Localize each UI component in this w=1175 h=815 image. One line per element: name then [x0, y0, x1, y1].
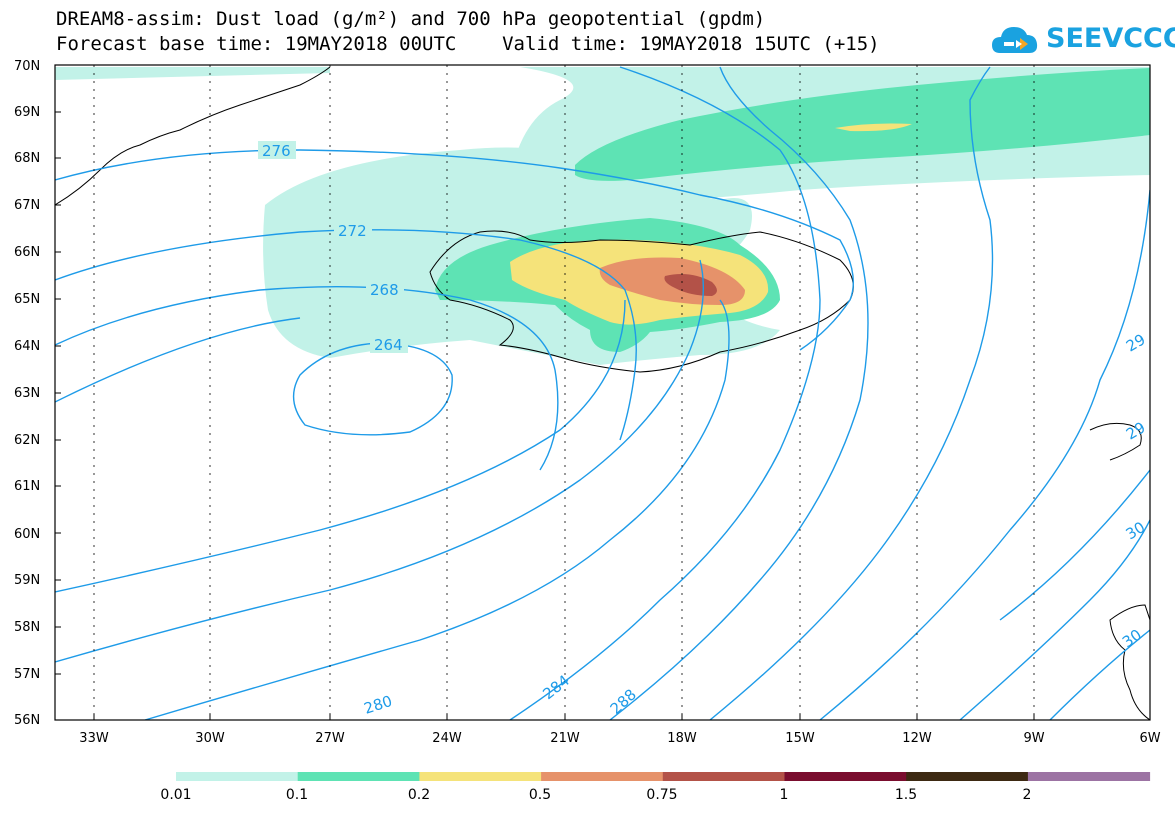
contour-label: 29 — [1123, 418, 1149, 443]
y-tick-label: 59N — [14, 573, 40, 588]
y-tick-label: 57N — [14, 667, 40, 682]
colorbar-label: 1.5 — [895, 787, 917, 803]
colorbar — [176, 772, 1151, 781]
graticule — [93, 65, 1035, 720]
colorbar-swatch — [1027, 772, 1151, 781]
contour-label: 280 — [362, 692, 395, 718]
coastline-faroe — [1089, 422, 1142, 461]
contour-label: 284 — [539, 671, 573, 703]
colorbar-swatch — [906, 772, 1029, 781]
colorbar-swatch — [176, 772, 299, 781]
dust-field-0.2-spot — [835, 123, 912, 132]
y-tick-label: 65N — [14, 292, 40, 307]
coastline-scotland — [1109, 604, 1150, 720]
contour-304 — [1049, 629, 1150, 720]
chart-title-line1: DREAM8-assim: Dust load (g/m²) and 700 h… — [56, 8, 766, 30]
x-tick-label: 15W — [785, 731, 815, 746]
x-tick-label: 12W — [902, 731, 932, 746]
y-tick-label: 69N — [14, 105, 40, 120]
logo-text: SEEVCCC — [1046, 23, 1175, 54]
x-tick-label: 9W — [1023, 731, 1044, 746]
x-axis: 33W 30W 27W 24W 21W 18W 15W 12W 9W 6W — [79, 714, 1161, 746]
x-tick-label: 27W — [315, 731, 345, 746]
contour-292 — [709, 66, 994, 720]
contour-label: 29 — [1123, 330, 1149, 355]
y-tick-label: 68N — [14, 151, 40, 166]
contour-288 — [609, 66, 869, 720]
contour-label: 30 — [1119, 626, 1145, 652]
y-axis: 70N 69N 68N 67N 66N 65N 64N 63N 62N 61N … — [14, 59, 61, 728]
colorbar-swatch — [419, 772, 542, 781]
contour-264 — [292, 342, 453, 436]
colorbar-labels: 0.01 0.1 0.2 0.5 0.75 1 1.5 2 — [160, 787, 1031, 803]
contour-c — [55, 259, 704, 663]
dust-field-0.1-band — [575, 68, 1150, 181]
x-tick-label: 18W — [667, 731, 697, 746]
dust-field-0.01-north — [55, 67, 330, 80]
colorbar-swatch — [784, 772, 907, 781]
colorbar-label: 0.1 — [286, 787, 308, 803]
x-tick-label: 21W — [550, 731, 580, 746]
colorbar-swatch — [297, 772, 420, 781]
colorbar-label: 0.75 — [646, 787, 677, 803]
x-tick-label: 24W — [432, 731, 462, 746]
colorbar-label: 1 — [780, 787, 789, 803]
contour-a — [55, 317, 301, 403]
chart-title-line2: Forecast base time: 19MAY2018 00UTC Vali… — [56, 33, 880, 55]
contour-label: 264 — [374, 336, 403, 354]
x-tick-label: 33W — [79, 731, 109, 746]
colorbar-swatch — [662, 772, 785, 781]
y-tick-label: 66N — [14, 245, 40, 260]
y-tick-label: 70N — [14, 59, 40, 74]
contour-300 — [959, 519, 1150, 720]
contour-272 — [55, 229, 637, 441]
y-tick-label: 62N — [14, 433, 40, 448]
y-tick-label: 60N — [14, 527, 40, 542]
contour-label: 276 — [262, 142, 291, 160]
y-tick-label: 61N — [14, 479, 40, 494]
coastline-iceland — [429, 230, 854, 373]
y-tick-label: 58N — [14, 620, 40, 635]
colorbar-label: 0.01 — [160, 787, 191, 803]
colorbar-label: 0.2 — [408, 787, 430, 803]
x-tick-label: 30W — [195, 731, 225, 746]
contour-296 — [819, 189, 1150, 720]
contour-edge-a — [999, 469, 1150, 621]
y-tick-label: 64N — [14, 339, 40, 354]
contour-284 — [509, 66, 821, 720]
coastline-greenland — [55, 66, 331, 206]
contour-label: 288 — [607, 685, 640, 718]
cloud-logo-icon — [992, 27, 1038, 53]
contour-label: 30 — [1123, 518, 1149, 543]
y-tick-label: 56N — [14, 713, 40, 728]
contour-label: 272 — [338, 222, 367, 240]
contour-268 — [55, 285, 559, 471]
colorbar-swatch — [541, 772, 664, 781]
colorbar-label: 2 — [1023, 787, 1032, 803]
y-tick-label: 63N — [14, 386, 40, 401]
x-tick-label: 6W — [1139, 731, 1160, 746]
contour-280 — [144, 299, 730, 720]
y-tick-label: 67N — [14, 198, 40, 213]
colorbar-label: 0.5 — [529, 787, 551, 803]
contour-b — [55, 299, 626, 593]
contour-label: 268 — [370, 281, 399, 299]
